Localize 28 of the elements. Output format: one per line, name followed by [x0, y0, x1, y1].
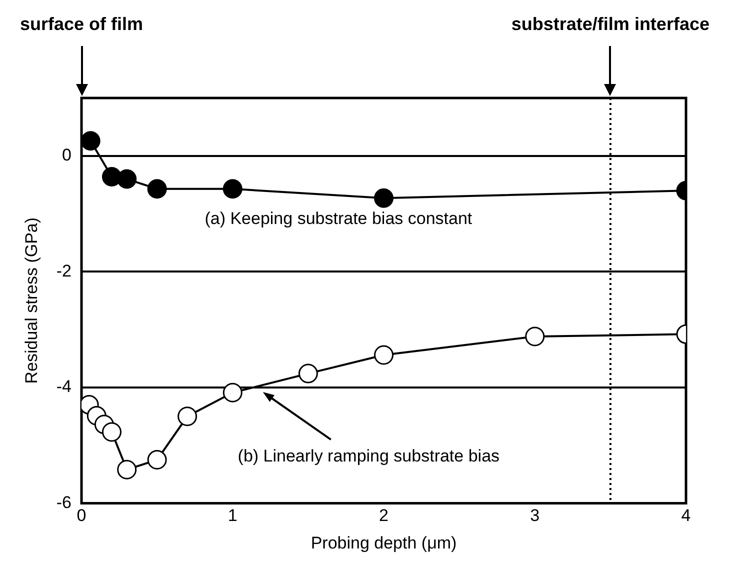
point	[82, 131, 100, 151]
text: substrate/film interface	[511, 14, 710, 34]
text: (b) Linearly ramping substrate bias	[238, 446, 500, 466]
series-label: (a) Keeping substrate bias constant	[204, 209, 472, 228]
y-tick-label: 0	[62, 146, 72, 165]
y-tick-label: -4	[56, 377, 72, 396]
point	[117, 460, 137, 480]
x-tick-label: 4	[681, 506, 691, 526]
x-tick-label: 0	[76, 506, 86, 526]
point	[222, 382, 242, 402]
point	[102, 422, 122, 442]
point	[298, 364, 318, 384]
point	[178, 406, 198, 426]
point	[525, 326, 545, 346]
y-tick-label: -2	[56, 261, 72, 280]
point	[117, 169, 137, 189]
point	[147, 450, 167, 470]
x-tick-label: 1	[228, 506, 238, 526]
point	[222, 179, 242, 199]
point	[374, 188, 394, 208]
y-axis-title: Residual stress (GPa)	[22, 217, 41, 384]
point	[374, 345, 394, 365]
x-axis-title: Probing depth (μm)	[310, 533, 457, 552]
x-tick-label: 2	[379, 506, 388, 526]
text: surface of film	[20, 14, 144, 34]
point	[147, 179, 167, 199]
x-tick-label: 3	[530, 506, 540, 526]
y-tick-label: -6	[56, 492, 72, 512]
